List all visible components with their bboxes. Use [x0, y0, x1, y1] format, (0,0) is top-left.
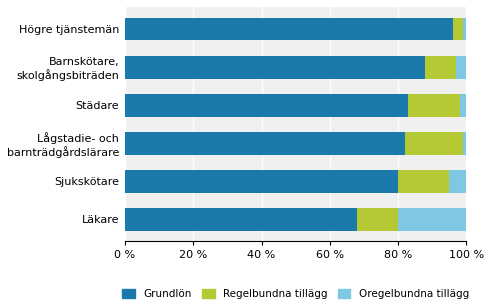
Bar	[409, 94, 460, 117]
Bar	[405, 132, 463, 155]
Bar	[125, 56, 426, 79]
Legend: Grundlön, Regelbundna tillägg, Oregelbundna tillägg: Grundlön, Regelbundna tillägg, Oregelbun…	[122, 289, 469, 299]
Bar	[463, 18, 466, 40]
Bar	[453, 18, 463, 40]
Bar	[398, 208, 466, 231]
Bar	[456, 56, 466, 79]
Bar	[357, 208, 398, 231]
Bar	[398, 170, 449, 193]
Bar	[449, 170, 466, 193]
Bar	[125, 132, 405, 155]
Bar	[463, 132, 466, 155]
Bar	[460, 94, 466, 117]
Bar	[125, 18, 453, 40]
Bar	[426, 56, 456, 79]
Bar	[125, 94, 409, 117]
Bar	[125, 208, 357, 231]
Bar	[125, 170, 398, 193]
